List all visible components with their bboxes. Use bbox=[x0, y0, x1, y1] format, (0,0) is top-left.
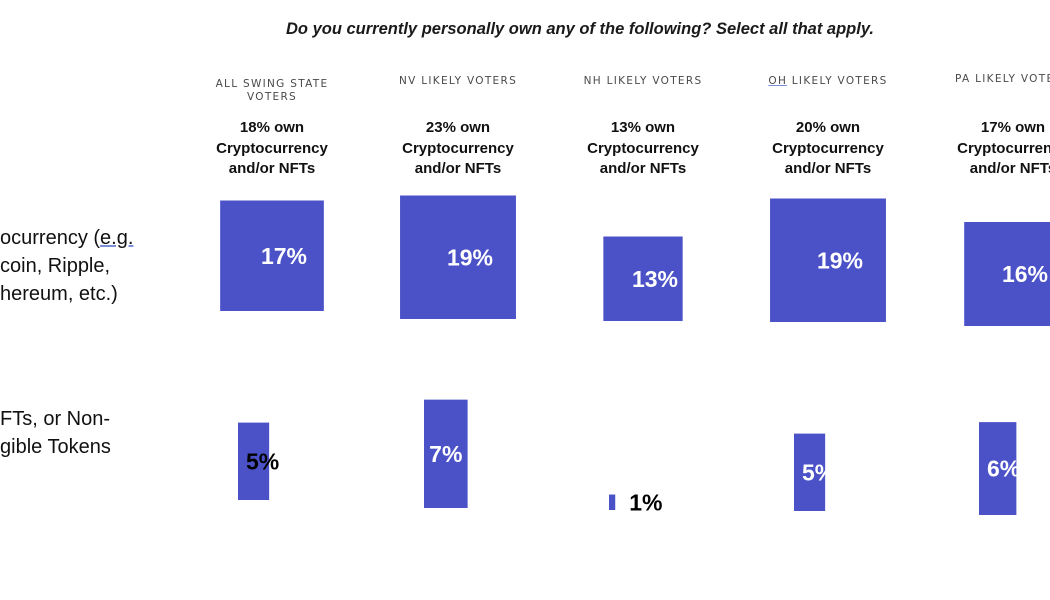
column-header-line: VOTERS bbox=[246, 91, 298, 103]
column-header: ALL SWING STATE VOTERS bbox=[197, 78, 347, 104]
column-subtitle-line: Cryptocurrency bbox=[402, 139, 514, 157]
column-header-line: ALL SWING STATE bbox=[215, 78, 329, 90]
data-label: 1% bbox=[629, 489, 662, 515]
column-header-line: PA LIKELY VOTERS bbox=[955, 73, 1050, 85]
row-label-line: ocurrency (e.g. bbox=[0, 227, 134, 249]
data-label: 5% bbox=[802, 459, 835, 485]
column-subtitle-line: 23% own bbox=[425, 119, 491, 136]
column-subtitle-line: 17% own bbox=[980, 119, 1046, 136]
bar bbox=[220, 200, 324, 311]
column-header-line: OH LIKELY VOTERS bbox=[768, 75, 888, 87]
data-label: 19% bbox=[817, 247, 863, 273]
bar bbox=[400, 195, 516, 319]
underlined-text: e.g. bbox=[100, 227, 134, 249]
column-subtitle-line: and/or NFTs bbox=[784, 160, 872, 177]
column-header: PA LIKELY VOTERS bbox=[938, 73, 1050, 86]
column-subtitle-line: 20% own bbox=[795, 119, 861, 136]
row-label: ocurrency (e.g. coin, Ripple, hereum, etc.… bbox=[0, 224, 133, 308]
column-subtitle-line: and/or NFTs bbox=[228, 160, 316, 177]
data-label: 6% bbox=[987, 456, 1020, 482]
data-label: 13% bbox=[632, 266, 678, 292]
column-subtitle-line: 13% own bbox=[610, 119, 676, 136]
data-label: 5% bbox=[246, 448, 279, 474]
column-subtitle-line: Cryptocurrency bbox=[587, 139, 699, 157]
row-label-line: FTs, or Non- bbox=[0, 408, 111, 430]
column-subtitle: 13% own Cryptocurrency and/or NFTs bbox=[568, 118, 718, 180]
column-subtitle-line: Cryptocurrency bbox=[216, 139, 328, 157]
column-subtitle-line: Cryptocurrency bbox=[957, 139, 1050, 157]
column-subtitle-line: and/or NFTs bbox=[599, 160, 687, 177]
bar bbox=[794, 433, 826, 511]
column-subtitle-line: Cryptocurrency bbox=[772, 139, 884, 157]
column-subtitle: 17% own Cryptocurrency and/or NFTs bbox=[938, 118, 1050, 180]
chart-title: Do you currently personally own any of t… bbox=[286, 20, 874, 38]
column-subtitle: 20% own Cryptocurrency and/or NFTs bbox=[753, 118, 903, 180]
underlined-text: OH bbox=[768, 75, 788, 87]
data-label: 17% bbox=[261, 243, 307, 269]
column-subtitle-line: 18% own bbox=[239, 119, 305, 136]
row-label-line: hereum, etc.) bbox=[0, 283, 118, 305]
row-label: FTs, or Non-gible Tokens bbox=[0, 405, 111, 461]
column-header-line: NH LIKELY VOTERS bbox=[583, 75, 703, 87]
bar bbox=[424, 399, 468, 508]
column-subtitle: 18% own Cryptocurrency and/or NFTs bbox=[197, 118, 347, 180]
column-header-line: NV LIKELY VOTERS bbox=[398, 75, 518, 87]
bar bbox=[603, 236, 683, 321]
data-label: 7% bbox=[429, 441, 462, 467]
bar bbox=[979, 422, 1017, 515]
row-label-line: coin, Ripple, bbox=[0, 255, 111, 277]
column-subtitle-line: and/or NFTs bbox=[969, 160, 1050, 177]
bar bbox=[964, 222, 1050, 326]
data-label: 19% bbox=[447, 244, 493, 270]
data-label: 16% bbox=[1002, 261, 1048, 287]
column-header: NV LIKELY VOTERS bbox=[383, 75, 533, 88]
row-label-line: gible Tokens bbox=[0, 436, 111, 458]
column-subtitle-line: and/or NFTs bbox=[414, 160, 502, 177]
column-header: NH LIKELY VOTERS bbox=[568, 75, 718, 88]
bar bbox=[770, 198, 886, 322]
column-header: OH LIKELY VOTERS bbox=[753, 75, 903, 88]
bar bbox=[609, 494, 616, 510]
bar bbox=[238, 422, 270, 500]
column-subtitle: 23% own Cryptocurrency and/or NFTs bbox=[383, 118, 533, 180]
